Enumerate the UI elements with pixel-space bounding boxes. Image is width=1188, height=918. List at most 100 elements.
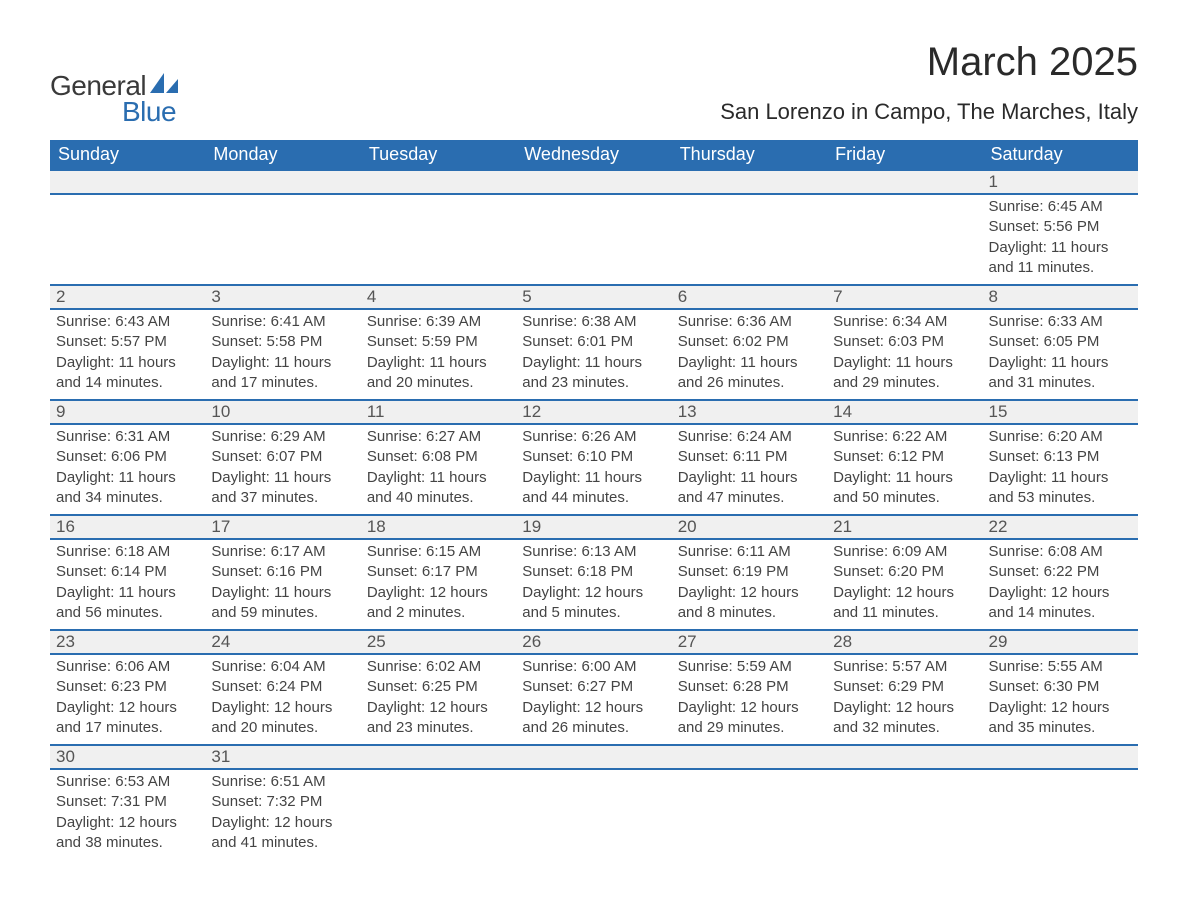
sunset-text: Sunset: 6:07 PM [211, 447, 354, 467]
sunrise-text: Sunrise: 6:29 AM [211, 427, 354, 447]
sunrise-text: Sunrise: 6:39 AM [367, 312, 510, 332]
daynum-row: 3031 [50, 745, 1138, 769]
sunset-text: Sunset: 5:57 PM [56, 332, 199, 352]
day-number: 26 [516, 631, 671, 653]
day-number: 28 [827, 631, 982, 653]
daynum-cell: 26 [516, 630, 671, 654]
daylight-text: and 59 minutes. [211, 603, 354, 623]
detail-cell: Sunrise: 6:08 AMSunset: 6:22 PMDaylight:… [983, 539, 1138, 630]
day-number: 9 [50, 401, 205, 423]
daynum-cell: 4 [361, 285, 516, 309]
daylight-text: and 26 minutes. [522, 718, 665, 738]
detail-cell: Sunrise: 6:51 AMSunset: 7:32 PMDaylight:… [205, 769, 360, 859]
daynum-cell: 15 [983, 400, 1138, 424]
detail-cell: Sunrise: 6:15 AMSunset: 6:17 PMDaylight:… [361, 539, 516, 630]
daylight-text: Daylight: 12 hours [367, 583, 510, 603]
detail-cell: Sunrise: 6:33 AMSunset: 6:05 PMDaylight:… [983, 309, 1138, 400]
detail-cell: Sunrise: 5:55 AMSunset: 6:30 PMDaylight:… [983, 654, 1138, 745]
weekday-header: Saturday [983, 140, 1138, 170]
sunrise-text: Sunrise: 6:33 AM [989, 312, 1132, 332]
detail-row: Sunrise: 6:53 AMSunset: 7:31 PMDaylight:… [50, 769, 1138, 859]
daylight-text: Daylight: 12 hours [56, 698, 199, 718]
detail-cell: Sunrise: 6:38 AMSunset: 6:01 PMDaylight:… [516, 309, 671, 400]
detail-cell: Sunrise: 6:53 AMSunset: 7:31 PMDaylight:… [50, 769, 205, 859]
day-number: 27 [672, 631, 827, 653]
month-title: March 2025 [720, 40, 1138, 85]
detail-cell: Sunrise: 5:59 AMSunset: 6:28 PMDaylight:… [672, 654, 827, 745]
day-number: 29 [983, 631, 1138, 653]
daylight-text: and 37 minutes. [211, 488, 354, 508]
daylight-text: and 26 minutes. [678, 373, 821, 393]
day-number: 2 [50, 286, 205, 308]
sunrise-text: Sunrise: 6:22 AM [833, 427, 976, 447]
sunset-text: Sunset: 6:23 PM [56, 677, 199, 697]
daynum-cell: 25 [361, 630, 516, 654]
daynum-cell: 30 [50, 745, 205, 769]
sunset-text: Sunset: 6:27 PM [522, 677, 665, 697]
detail-cell: Sunrise: 6:18 AMSunset: 6:14 PMDaylight:… [50, 539, 205, 630]
daylight-text: Daylight: 12 hours [211, 698, 354, 718]
daylight-text: Daylight: 11 hours [678, 468, 821, 488]
sunrise-text: Sunrise: 6:27 AM [367, 427, 510, 447]
detail-cell: Sunrise: 6:31 AMSunset: 6:06 PMDaylight:… [50, 424, 205, 515]
daylight-text: and 5 minutes. [522, 603, 665, 623]
daynum-cell [827, 170, 982, 194]
sunrise-text: Sunrise: 6:00 AM [522, 657, 665, 677]
day-number: 31 [205, 746, 360, 768]
daynum-cell: 18 [361, 515, 516, 539]
sunrise-text: Sunrise: 6:13 AM [522, 542, 665, 562]
daynum-cell: 8 [983, 285, 1138, 309]
day-number: 1 [983, 171, 1138, 193]
day-number: 21 [827, 516, 982, 538]
sunset-text: Sunset: 6:28 PM [678, 677, 821, 697]
sunset-text: Sunset: 7:31 PM [56, 792, 199, 812]
day-number: 18 [361, 516, 516, 538]
daylight-text: Daylight: 11 hours [522, 353, 665, 373]
day-number: 30 [50, 746, 205, 768]
title-block: March 2025 San Lorenzo in Campo, The Mar… [720, 40, 1138, 125]
daynum-cell: 20 [672, 515, 827, 539]
day-number: 17 [205, 516, 360, 538]
day-number: 19 [516, 516, 671, 538]
sunrise-text: Sunrise: 6:45 AM [989, 197, 1132, 217]
detail-cell [205, 194, 360, 285]
daynum-cell: 23 [50, 630, 205, 654]
sunrise-text: Sunrise: 5:55 AM [989, 657, 1132, 677]
daylight-text: and 17 minutes. [56, 718, 199, 738]
logo-text-blue: Blue [122, 96, 176, 128]
daylight-text: Daylight: 12 hours [989, 698, 1132, 718]
daynum-row: 2345678 [50, 285, 1138, 309]
daylight-text: and 53 minutes. [989, 488, 1132, 508]
daynum-cell: 10 [205, 400, 360, 424]
sunrise-text: Sunrise: 6:34 AM [833, 312, 976, 332]
daylight-text: and 20 minutes. [211, 718, 354, 738]
detail-cell [672, 769, 827, 859]
daylight-text: Daylight: 12 hours [833, 583, 976, 603]
detail-cell: Sunrise: 6:04 AMSunset: 6:24 PMDaylight:… [205, 654, 360, 745]
sunrise-text: Sunrise: 6:11 AM [678, 542, 821, 562]
daynum-cell: 5 [516, 285, 671, 309]
daylight-text: and 17 minutes. [211, 373, 354, 393]
daylight-text: Daylight: 11 hours [522, 468, 665, 488]
sunset-text: Sunset: 6:06 PM [56, 447, 199, 467]
header: General Blue March 2025 San Lorenzo in C… [50, 40, 1138, 128]
detail-row: Sunrise: 6:06 AMSunset: 6:23 PMDaylight:… [50, 654, 1138, 745]
detail-cell: Sunrise: 6:20 AMSunset: 6:13 PMDaylight:… [983, 424, 1138, 515]
day-number: 13 [672, 401, 827, 423]
sunrise-text: Sunrise: 6:09 AM [833, 542, 976, 562]
daylight-text: Daylight: 11 hours [678, 353, 821, 373]
sunrise-text: Sunrise: 6:17 AM [211, 542, 354, 562]
daynum-cell [516, 745, 671, 769]
weekday-header-row: SundayMondayTuesdayWednesdayThursdayFrid… [50, 140, 1138, 170]
daylight-text: Daylight: 12 hours [522, 583, 665, 603]
sunset-text: Sunset: 6:10 PM [522, 447, 665, 467]
sunset-text: Sunset: 6:30 PM [989, 677, 1132, 697]
sunset-text: Sunset: 6:29 PM [833, 677, 976, 697]
detail-cell: Sunrise: 6:34 AMSunset: 6:03 PMDaylight:… [827, 309, 982, 400]
day-number: 25 [361, 631, 516, 653]
daynum-cell: 22 [983, 515, 1138, 539]
day-number: 20 [672, 516, 827, 538]
daynum-row: 9101112131415 [50, 400, 1138, 424]
daynum-cell [361, 170, 516, 194]
sunrise-text: Sunrise: 6:36 AM [678, 312, 821, 332]
